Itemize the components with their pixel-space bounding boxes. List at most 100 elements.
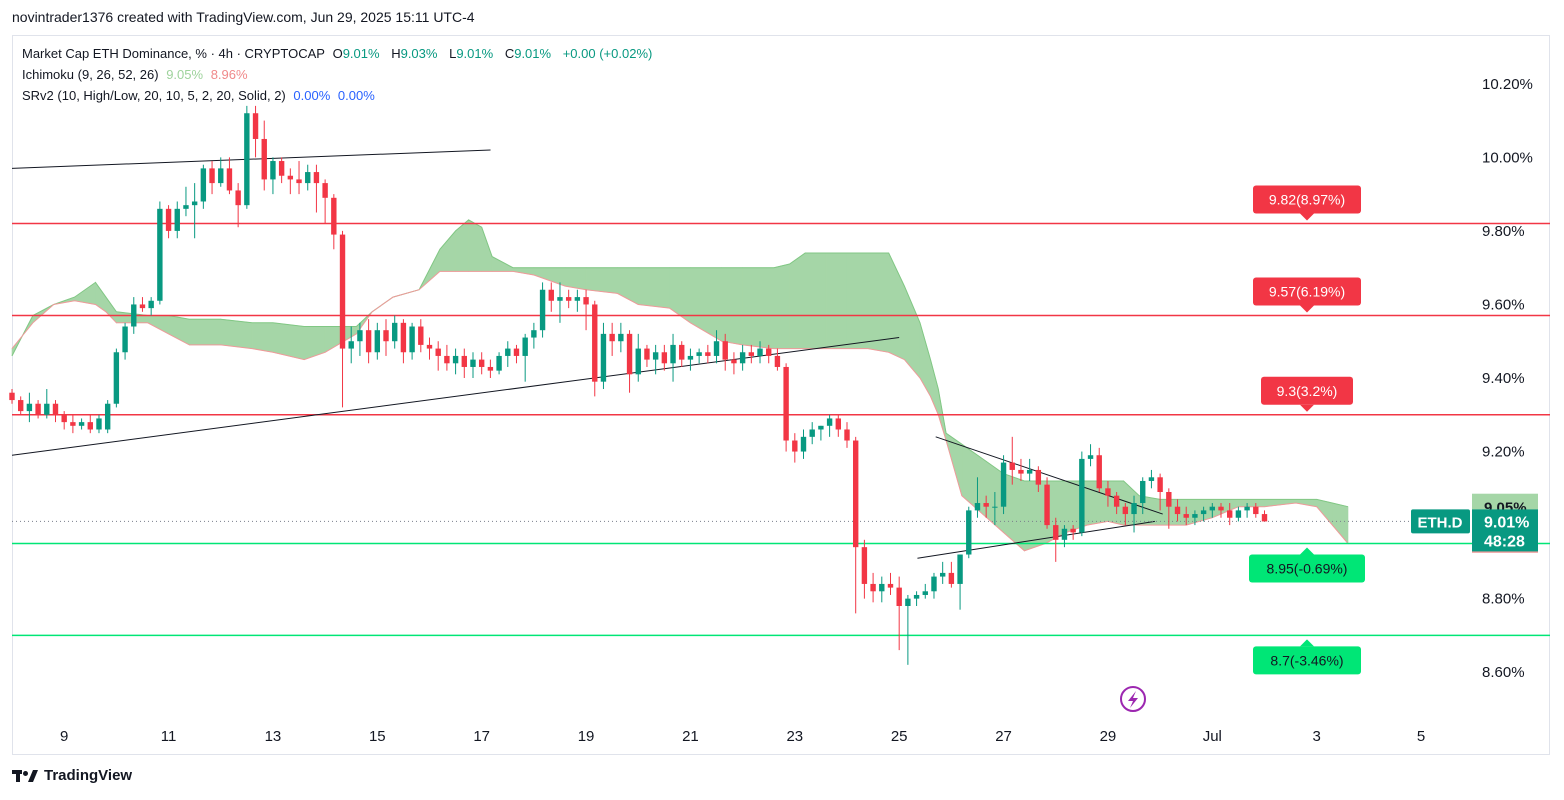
candle[interactable] [296,161,302,195]
candle[interactable] [896,576,902,651]
candle[interactable] [1131,495,1137,533]
candle[interactable] [1200,506,1207,522]
candle[interactable] [557,282,563,323]
trendline[interactable] [935,436,1163,515]
candle[interactable] [444,344,450,371]
candle[interactable] [305,164,311,191]
candle[interactable] [853,436,859,614]
candle[interactable] [174,201,180,239]
candle[interactable] [348,326,354,364]
candle[interactable] [792,433,798,463]
candle[interactable] [939,561,946,584]
candle[interactable] [1009,436,1015,485]
candle[interactable] [52,400,59,423]
candle[interactable] [61,411,67,430]
lightning-icon[interactable] [1120,686,1146,712]
candle[interactable] [687,348,694,371]
candle[interactable] [235,183,241,228]
candle[interactable] [618,322,624,353]
candle[interactable] [18,396,24,415]
candle[interactable] [313,164,320,213]
candle[interactable] [705,344,711,364]
candle[interactable] [496,352,502,375]
candle[interactable] [835,414,841,437]
candle[interactable] [183,186,189,217]
candle[interactable] [652,344,659,375]
candle[interactable] [383,319,389,356]
candle[interactable] [522,333,528,382]
candle[interactable] [104,400,111,434]
candle[interactable] [600,322,607,390]
candle[interactable] [931,572,937,599]
candle[interactable] [774,348,781,371]
candle[interactable] [1044,477,1050,529]
candle[interactable] [539,282,546,338]
trendline[interactable] [11,149,491,169]
candle[interactable] [1261,510,1268,522]
candle[interactable] [244,105,250,209]
candle[interactable] [339,230,346,408]
candle[interactable] [1105,480,1111,507]
candle[interactable] [739,344,746,371]
candle[interactable] [1122,503,1129,526]
candle[interactable] [96,414,102,434]
candle[interactable] [1113,492,1120,515]
candle[interactable] [418,319,424,353]
candle[interactable] [609,322,615,356]
candle[interactable] [191,183,198,239]
candle[interactable] [1087,444,1094,467]
candle[interactable] [583,289,589,331]
candle[interactable] [487,359,494,378]
candle[interactable] [974,477,981,518]
candle[interactable] [670,333,676,382]
candle[interactable] [1227,503,1233,526]
candle[interactable] [139,297,146,312]
candle[interactable] [574,289,581,312]
candle[interactable] [826,414,833,437]
candle[interactable] [357,322,363,356]
symbol-badge[interactable]: ETH.D [1411,509,1470,534]
candle[interactable] [148,297,154,316]
legend-ichimoku[interactable]: Ichimoku (9, 26, 52, 26) 9.05% 8.96% [22,64,252,85]
candle[interactable] [1000,455,1007,515]
candle[interactable] [644,344,650,367]
candle[interactable] [722,333,728,371]
candle[interactable] [1070,525,1076,540]
candle[interactable] [70,414,76,434]
candle[interactable] [713,330,720,364]
candle[interactable] [1174,499,1181,522]
candle[interactable] [392,315,398,349]
candle[interactable] [844,422,850,448]
candle[interactable] [1026,458,1033,481]
candle[interactable] [1244,503,1250,518]
candle[interactable] [165,205,172,239]
candle[interactable] [1157,473,1163,511]
candle[interactable] [1018,458,1024,481]
candle[interactable] [1218,503,1224,518]
candle[interactable] [992,492,998,526]
candle[interactable] [200,164,207,209]
candle[interactable] [1053,517,1059,562]
candle[interactable] [983,495,989,518]
candle[interactable] [1192,510,1198,526]
candle[interactable] [565,289,572,309]
candle[interactable] [679,341,685,367]
candle[interactable] [1209,503,1216,518]
candle[interactable] [818,425,824,441]
candle[interactable] [800,429,807,459]
candle[interactable] [592,300,598,397]
candle[interactable] [1061,525,1068,548]
candle[interactable] [513,344,520,364]
candle[interactable] [1253,503,1259,518]
legend-srv2[interactable]: SRv2 (10, High/Low, 20, 10, 5, 2, 20, So… [22,85,379,106]
tradingview-footer[interactable]: TradingView [12,767,132,784]
candle[interactable] [426,337,433,360]
candle[interactable] [809,422,815,445]
candle[interactable] [766,344,772,364]
candle[interactable] [1183,506,1189,526]
candle[interactable] [113,348,120,408]
candle[interactable] [870,572,876,603]
candle[interactable] [905,594,911,665]
candle[interactable] [1148,469,1155,489]
